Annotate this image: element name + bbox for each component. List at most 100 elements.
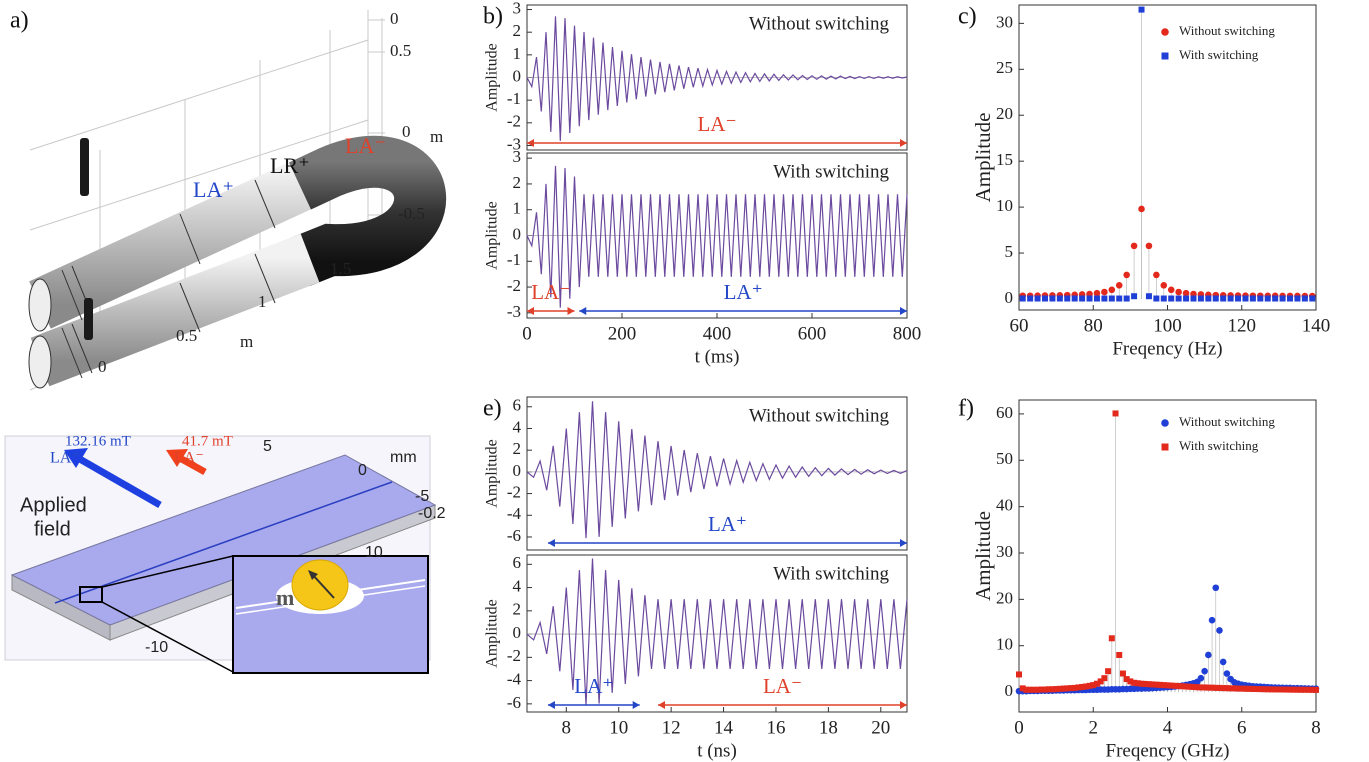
point <box>1027 295 1034 302</box>
x-tick-label: 8 <box>1311 717 1321 738</box>
axis-tick: 1.5 <box>330 259 351 278</box>
y-tick-label: 25 <box>996 58 1013 77</box>
point <box>1123 271 1130 279</box>
point <box>1309 295 1316 302</box>
x-tick-label: 400 <box>703 323 732 344</box>
applied-field: Applied <box>20 494 87 516</box>
y-tick-label: -4 <box>507 504 522 523</box>
state-label: LR⁺ <box>270 153 310 178</box>
moment-arrow <box>311 573 335 599</box>
point <box>1030 686 1037 693</box>
point <box>1079 683 1086 690</box>
y-tick-label: 15 <box>996 150 1013 169</box>
point <box>1071 295 1078 302</box>
tube-end <box>28 335 52 389</box>
x-tick-label: 600 <box>798 323 827 344</box>
y-tick-label: 0 <box>1005 288 1014 307</box>
point <box>1231 685 1238 692</box>
post <box>84 298 93 340</box>
span-label: LA⁺ <box>708 512 747 536</box>
point <box>1056 685 1063 692</box>
point <box>1301 295 1308 302</box>
axis-tick: -10 <box>145 639 168 656</box>
panel-note: With switching <box>773 161 889 182</box>
point <box>1194 684 1201 691</box>
point <box>1075 684 1082 691</box>
state-label: LA⁻ <box>345 133 386 158</box>
point <box>1093 680 1100 687</box>
y-tick-label: -6 <box>507 526 521 545</box>
y-tick-label: -6 <box>507 693 521 712</box>
point <box>1246 685 1253 692</box>
point <box>1179 683 1186 690</box>
point <box>1212 684 1219 691</box>
y-axis-label: Amplitude <box>971 511 995 601</box>
point <box>1164 682 1171 689</box>
point <box>1101 288 1108 296</box>
point <box>1119 670 1126 677</box>
inset-label: m <box>276 585 294 610</box>
axis-tick: -5 <box>415 488 429 505</box>
y-tick-label: 0 <box>513 66 522 85</box>
applied-field: field <box>34 518 71 540</box>
y-tick-label: 5 <box>1005 242 1014 261</box>
y-tick-label: 1 <box>513 44 522 63</box>
span-label: LA⁻ <box>763 674 802 698</box>
point <box>1205 295 1212 302</box>
y-tick-label: -2 <box>507 646 521 665</box>
legend-label: With switching <box>1179 47 1259 62</box>
point <box>1160 295 1167 302</box>
arrow-head <box>64 448 88 468</box>
panel-note: Without switching <box>749 405 890 426</box>
panel-note: With switching <box>773 563 889 584</box>
panel-label: c) <box>958 4 977 30</box>
point <box>1253 686 1260 693</box>
panel-label: b) <box>483 4 503 30</box>
x-axis-label: t (ms) <box>695 346 740 367</box>
y-tick-label: -2 <box>507 112 521 131</box>
y-tick-label: 0 <box>513 461 522 480</box>
point <box>1101 675 1108 682</box>
point <box>1116 651 1123 658</box>
point <box>1212 295 1219 302</box>
y-tick-label: 10 <box>996 635 1013 654</box>
point <box>1208 616 1216 624</box>
point <box>1134 680 1141 687</box>
axis-tick: 0.5 <box>176 326 197 345</box>
panel-d: d) m 132.16 mT LA⁺ 41.7 mT LA⁻ Applied f… <box>4 433 446 674</box>
axis-unit: m <box>430 127 443 146</box>
x-axis-label: t (ns) <box>697 740 737 761</box>
point <box>1261 686 1268 693</box>
axis-tick: -0.2 <box>418 505 446 522</box>
arrow-head <box>632 701 640 709</box>
y-tick-label: 10 <box>996 196 1013 215</box>
point <box>1264 686 1271 693</box>
y-tick-label: 60 <box>996 403 1013 422</box>
point <box>1041 686 1048 693</box>
axis-tick: 10 <box>365 544 383 561</box>
point <box>1167 286 1175 294</box>
point <box>1131 293 1138 300</box>
waveform <box>526 16 908 141</box>
arrow-head <box>900 539 907 547</box>
y-tick-label: 40 <box>996 496 1013 515</box>
field-arrow <box>176 453 207 476</box>
x-tick-label: 4 <box>1163 717 1173 738</box>
y-tick-label: 1 <box>513 199 522 218</box>
arrow-head <box>900 139 907 147</box>
field-value: 41.7 mT <box>182 433 233 449</box>
point <box>1123 295 1130 302</box>
x-tick-label: 0 <box>522 323 532 344</box>
point <box>1305 686 1312 693</box>
axis-tick: 0.5 <box>390 41 411 60</box>
y-tick-label: -1 <box>507 89 521 108</box>
y-axis-label: Amplitude <box>484 201 501 269</box>
point <box>1160 682 1167 689</box>
x-tick-label: 140 <box>1302 315 1331 336</box>
y-tick-label: -1 <box>507 250 521 269</box>
span-label: LA⁺ <box>724 280 763 304</box>
point <box>1016 671 1022 678</box>
point <box>1279 686 1286 693</box>
point <box>1130 242 1138 250</box>
legend-marker <box>1161 52 1169 60</box>
